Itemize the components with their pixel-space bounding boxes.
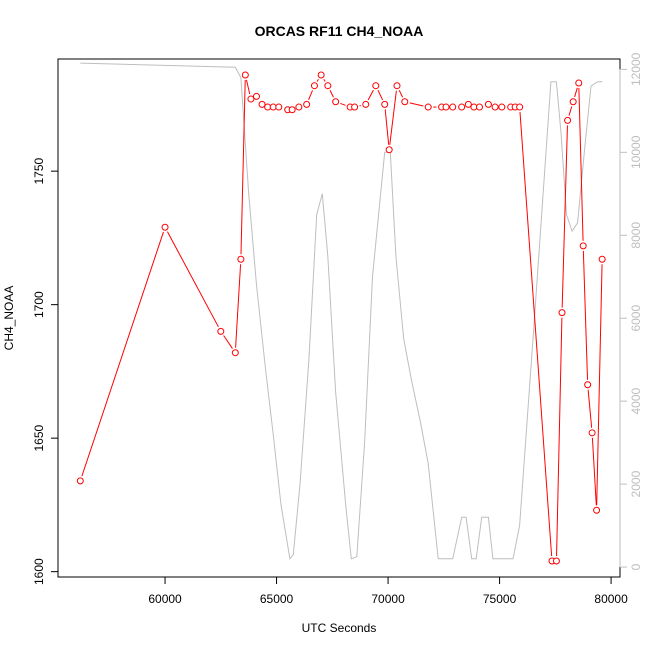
primary-series-segment	[587, 389, 593, 428]
x-tick-label: 70000	[371, 592, 405, 606]
x-tick-label: 60000	[148, 592, 182, 606]
primary-series-segment	[384, 109, 390, 145]
data-point	[275, 103, 283, 111]
secondary-y-tick-label: 10000	[629, 135, 643, 169]
data-point	[593, 506, 601, 514]
primary-series-segment	[166, 231, 219, 328]
primary-series-segment	[409, 102, 424, 107]
data-point	[231, 349, 239, 357]
primary-series-segment	[398, 89, 404, 98]
primary-series-segment	[556, 317, 563, 556]
secondary-y-tick-label: 6000	[629, 305, 643, 332]
data-point	[575, 79, 583, 87]
primary-series-segment	[367, 89, 374, 101]
data-point	[332, 98, 340, 106]
primary-series-segment	[223, 335, 233, 349]
primary-series-segment	[329, 89, 334, 98]
data-point	[584, 381, 592, 389]
primary-series-segment	[245, 79, 251, 95]
data-point	[351, 103, 359, 111]
data-point	[295, 103, 303, 111]
data-point	[401, 98, 409, 106]
y-tick-label: 1650	[32, 424, 46, 451]
data-point	[564, 116, 572, 124]
y-axis: 1600 1650 1700 1750	[32, 157, 59, 585]
data-point	[491, 103, 499, 111]
data-point	[464, 100, 472, 108]
secondary-y-tick-label: 8000	[629, 222, 643, 249]
data-point	[579, 242, 587, 250]
data-point	[247, 95, 255, 103]
data-point	[76, 477, 84, 485]
secondary-y-axis: 0 2000 4000 6000 8000 10000 12000	[619, 52, 643, 570]
data-point	[258, 100, 266, 108]
secondary-y-tick-label: 4000	[629, 387, 643, 414]
chart-title: ORCAS RF11 CH4_NOAA	[255, 23, 424, 39]
plot-frame	[57, 58, 621, 578]
primary-series-segment	[561, 125, 568, 308]
data-point	[393, 82, 401, 90]
primary-series-segment	[323, 78, 326, 82]
secondary-y-tick-label: 0	[629, 563, 643, 570]
x-tick-label: 65000	[260, 592, 294, 606]
primary-series-segment	[377, 89, 384, 101]
primary-series-segment	[235, 264, 242, 348]
data-point	[303, 100, 311, 108]
x-axis: 60000 65000 70000 75000 80000	[148, 576, 628, 606]
data-point	[588, 429, 596, 437]
y-tick-label: 1750	[32, 157, 46, 184]
data-point	[424, 103, 432, 111]
data-point	[217, 327, 225, 335]
data-point	[516, 103, 524, 111]
primary-series-segment	[340, 102, 346, 106]
y-tick-label: 1600	[32, 558, 46, 585]
data-point	[569, 98, 577, 106]
primary-series-segment	[596, 264, 603, 506]
primary-series-segment	[519, 112, 553, 557]
primary-series-segment	[389, 90, 397, 145]
data-point	[317, 71, 325, 79]
primary-series-segment	[240, 80, 246, 255]
data-point	[362, 100, 370, 108]
data-point	[458, 103, 466, 111]
data-point	[552, 557, 560, 565]
secondary-series-line	[80, 62, 603, 560]
y-axis-label: CH4_NOAA	[2, 286, 16, 351]
secondary-y-tick-label: 2000	[629, 470, 643, 497]
data-point	[310, 82, 318, 90]
x-axis-label: UTC Seconds	[302, 621, 377, 635]
secondary-y-tick-label: 12000	[629, 52, 643, 86]
data-point	[442, 103, 450, 111]
data-point	[161, 223, 169, 231]
data-point	[498, 103, 506, 111]
data-point	[324, 82, 332, 90]
data-point	[385, 146, 393, 154]
data-point	[237, 255, 245, 263]
primary-series-segment	[591, 437, 597, 506]
primary-series-layer	[76, 71, 606, 565]
data-point	[558, 309, 566, 317]
y-tick-label: 1700	[32, 291, 46, 318]
data-point	[372, 82, 380, 90]
data-point	[598, 255, 606, 263]
secondary-series-layer	[80, 62, 603, 560]
primary-series-segment	[574, 87, 578, 98]
x-tick-label: 80000	[594, 592, 628, 606]
data-point	[241, 71, 249, 79]
data-point	[252, 92, 260, 100]
data-point	[288, 106, 296, 114]
data-point	[476, 103, 483, 111]
primary-series-segment	[308, 90, 314, 100]
x-tick-label: 75000	[483, 592, 517, 606]
primary-series-segment	[81, 231, 164, 477]
data-point	[381, 100, 389, 108]
primary-series-segment	[582, 250, 589, 380]
primary-series-segment	[568, 106, 573, 116]
data-point	[484, 100, 492, 108]
primary-series-segment	[578, 88, 584, 241]
primary-series-segment	[316, 78, 319, 82]
data-point	[449, 103, 457, 111]
